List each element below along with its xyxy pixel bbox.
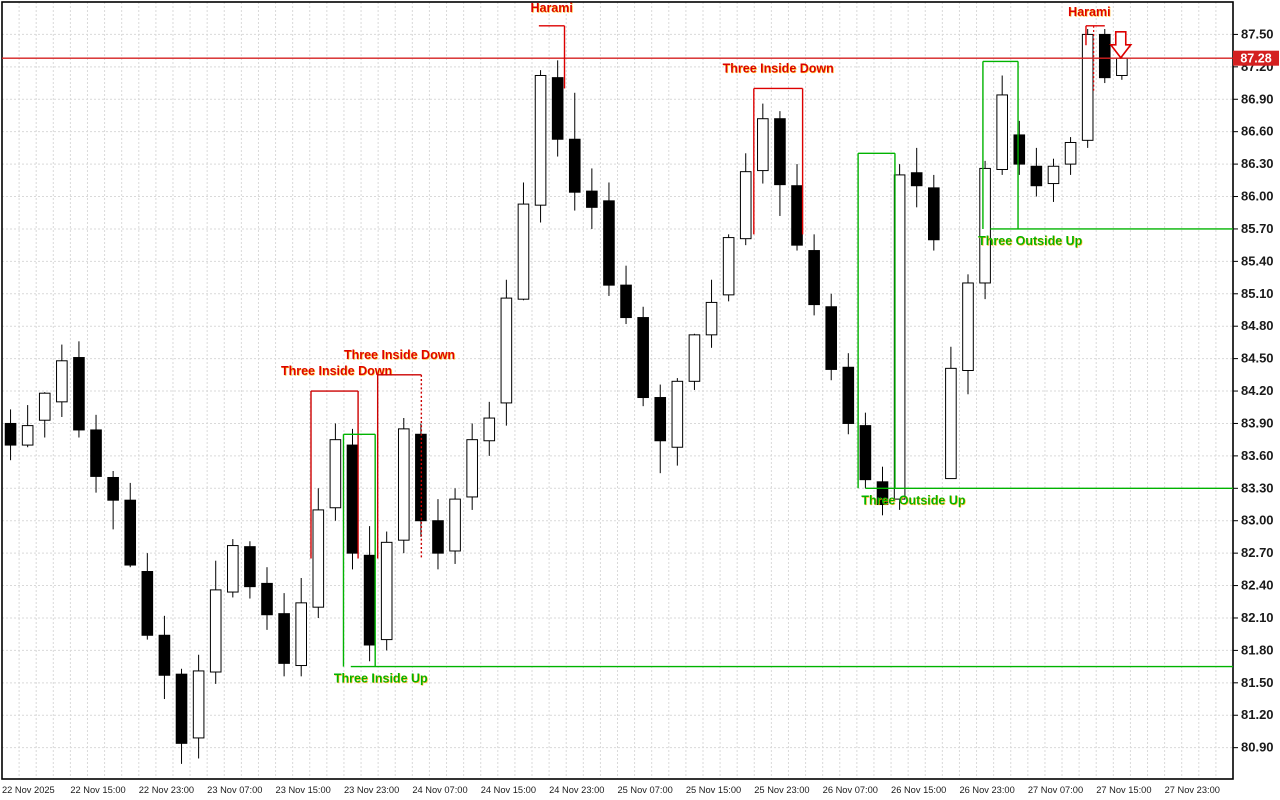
svg-text:80.90: 80.90	[1241, 740, 1274, 755]
svg-text:Three Inside Down: Three Inside Down	[281, 364, 392, 378]
svg-text:83.90: 83.90	[1241, 415, 1274, 430]
svg-text:82.10: 82.10	[1241, 610, 1274, 625]
svg-text:Three Outside Up: Three Outside Up	[861, 493, 966, 507]
svg-text:Harami: Harami	[530, 1, 572, 15]
svg-text:24 Nov 07:00: 24 Nov 07:00	[412, 785, 467, 795]
svg-text:81.50: 81.50	[1241, 675, 1274, 690]
svg-text:23 Nov 07:00: 23 Nov 07:00	[207, 785, 262, 795]
svg-text:84.20: 84.20	[1241, 383, 1274, 398]
svg-text:Harami: Harami	[1068, 5, 1110, 19]
svg-text:24 Nov 15:00: 24 Nov 15:00	[481, 785, 536, 795]
svg-text:87.50: 87.50	[1241, 26, 1274, 41]
svg-text:87.28: 87.28	[1240, 52, 1271, 66]
svg-text:85.10: 85.10	[1241, 286, 1274, 301]
svg-text:85.40: 85.40	[1241, 253, 1274, 268]
svg-text:84.80: 84.80	[1241, 318, 1274, 333]
svg-text:83.60: 83.60	[1241, 448, 1274, 463]
svg-text:27 Nov 15:00: 27 Nov 15:00	[1096, 785, 1151, 795]
svg-text:Three Inside Down: Three Inside Down	[344, 348, 455, 362]
svg-text:Three Outside Up: Three Outside Up	[978, 234, 1083, 248]
svg-text:86.60: 86.60	[1241, 124, 1274, 139]
svg-text:23 Nov 15:00: 23 Nov 15:00	[276, 785, 331, 795]
svg-text:Three Inside Up: Three Inside Up	[334, 672, 428, 686]
svg-text:24 Nov 23:00: 24 Nov 23:00	[549, 785, 604, 795]
svg-text:85.70: 85.70	[1241, 221, 1274, 236]
svg-text:82.70: 82.70	[1241, 545, 1274, 560]
svg-text:86.30: 86.30	[1241, 156, 1274, 171]
svg-text:22 Nov 15:00: 22 Nov 15:00	[70, 785, 125, 795]
svg-text:25 Nov 15:00: 25 Nov 15:00	[686, 785, 741, 795]
svg-text:81.20: 81.20	[1241, 707, 1274, 722]
svg-text:22 Nov 2025: 22 Nov 2025	[2, 785, 55, 795]
svg-text:23 Nov 23:00: 23 Nov 23:00	[344, 785, 399, 795]
svg-text:83.30: 83.30	[1241, 480, 1274, 495]
svg-text:84.50: 84.50	[1241, 351, 1274, 366]
svg-text:26 Nov 15:00: 26 Nov 15:00	[891, 785, 946, 795]
svg-text:83.00: 83.00	[1241, 513, 1274, 528]
svg-text:25 Nov 23:00: 25 Nov 23:00	[754, 785, 809, 795]
svg-text:86.90: 86.90	[1241, 91, 1274, 106]
svg-text:86.00: 86.00	[1241, 189, 1274, 204]
svg-text:25 Nov 07:00: 25 Nov 07:00	[618, 785, 673, 795]
svg-text:22 Nov 23:00: 22 Nov 23:00	[139, 785, 194, 795]
svg-text:26 Nov 07:00: 26 Nov 07:00	[823, 785, 878, 795]
svg-text:Three Inside Down: Three Inside Down	[723, 61, 834, 75]
svg-text:81.80: 81.80	[1241, 642, 1274, 657]
svg-text:26 Nov 23:00: 26 Nov 23:00	[959, 785, 1014, 795]
svg-text:27 Nov 07:00: 27 Nov 07:00	[1028, 785, 1083, 795]
svg-text:27 Nov 23:00: 27 Nov 23:00	[1165, 785, 1220, 795]
svg-text:82.40: 82.40	[1241, 578, 1274, 593]
